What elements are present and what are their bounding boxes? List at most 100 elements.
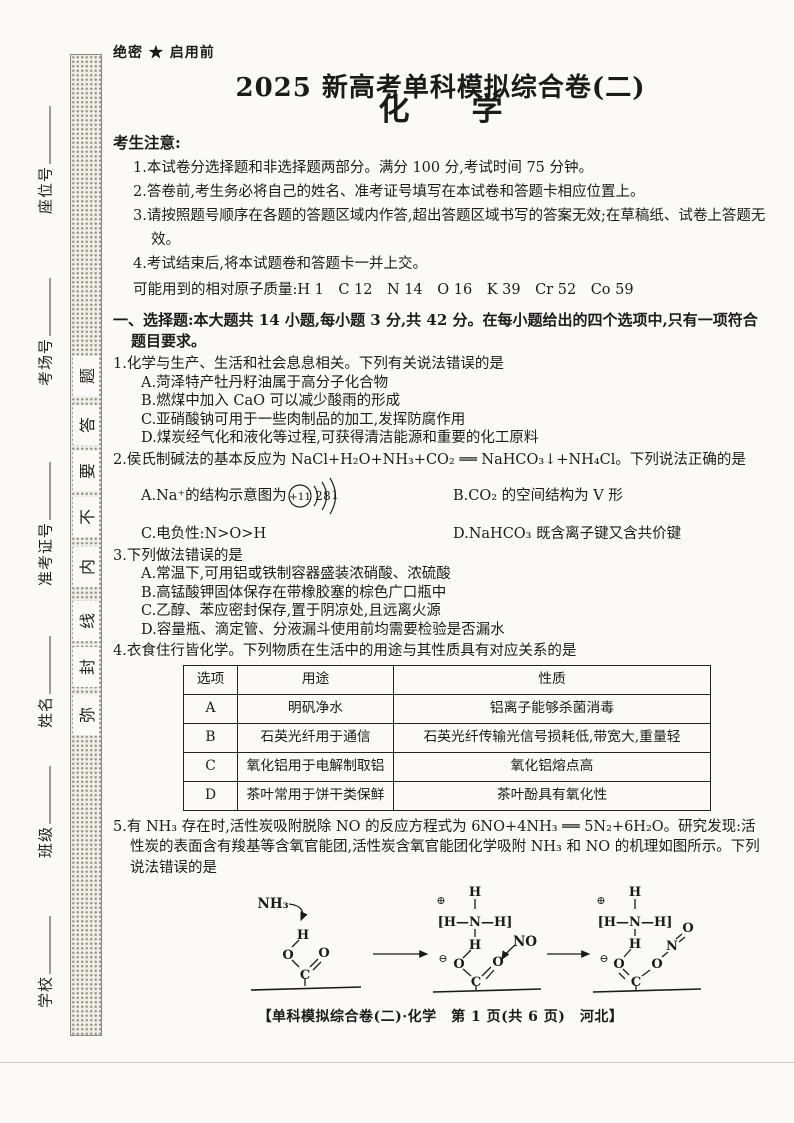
subject-title: 化 学 [378, 92, 503, 128]
svg-text:C: C [631, 975, 641, 990]
atomic-masses-line: 可能用到的相对原子质量:H 1 C 12 N 14 O 16 K 39 Cr 5… [133, 282, 634, 298]
q1-option-b: B.燃煤中加入 CaO 可以减少酸雨的形成 [141, 393, 401, 409]
svg-text:C: C [471, 975, 481, 990]
structure-carboxyl [250, 903, 362, 991]
blank-line [44, 635, 51, 694]
col-header-option: 选项 [183, 664, 238, 695]
structure-ammonium-adsorbed [432, 899, 542, 993]
blank-line [44, 765, 51, 824]
svg-text:N: N [666, 939, 678, 954]
table-header-row: 选项 用途 性质 [183, 664, 711, 695]
notice-item: 1.本试卷分选择题和非选择题两部分。满分 100 分,考试时间 75 分钟。 [133, 160, 594, 176]
seal-char: 弥 [73, 695, 99, 735]
svg-text:C: C [300, 968, 310, 983]
svg-text:O: O [453, 957, 464, 972]
svg-text:O: O [282, 948, 293, 963]
field-school: 学校 [35, 915, 56, 1009]
structure-no-bound [592, 899, 702, 993]
svg-text:H: H [297, 928, 309, 943]
table-row: D 茶叶常用于饼干类保鲜 茶叶酚具有氧化性 [183, 780, 711, 811]
field-seat-number: 座位号 [35, 105, 56, 215]
q1-option-a: A.菏泽特产牡丹籽油属于高分子化合物 [141, 374, 389, 391]
field-room-number: 考场号 [35, 277, 56, 387]
nucleus-charge: +11 [288, 491, 310, 503]
field-label: 座位号 [36, 165, 55, 215]
col-header-property: 性质 [393, 664, 711, 695]
q2-option-b: B.CO₂ 的空间结构为 V 形 [453, 487, 623, 504]
seal-char: 答 [73, 405, 99, 445]
shell-electrons: 2 [315, 489, 323, 503]
shell-electrons: 8 [323, 489, 331, 503]
seal-char: 内 [73, 547, 99, 587]
svg-text:O: O [682, 921, 693, 936]
paper-title: 2025 新高考单科模拟综合卷(二) [235, 72, 646, 103]
nh3-label: NH₃ [257, 896, 288, 912]
main-content: 绝密 ★ 启用前 2025 新高考单科模拟综合卷(二) 化 学 考生注意: 1.… [113, 44, 768, 1026]
q2-option-row-cd: C.电负性:N>O>H D.NaHCO₃ 既含离子键又含共价键 [141, 525, 768, 544]
question-5-stem: 5.有 NH₃ 存在时,活性炭吸附脱除 NO 的反应方程式为 6NO+4NH₃ … [113, 818, 760, 876]
question-3-stem: 3.下列做法错误的是 [113, 547, 243, 564]
plus-charge: ⊕ [596, 894, 605, 907]
notice-item: 4.考试结束后,将本试题卷和答题卡一并上交。 [133, 256, 427, 272]
q2-options: A.Na⁺的结构示意图为 +11 2 8 1 B.CO₂ 的空间结构为 V 形 [113, 469, 768, 544]
field-class: 班级 [35, 765, 56, 859]
notice-item: 2.答卷前,考生务必将自己的姓名、准考证号填写在本试卷和答题卡相应位置上。 [133, 184, 645, 200]
security-classification: 绝密 ★ 启用前 [113, 45, 215, 61]
field-label: 准考证号 [36, 521, 55, 587]
q2-option-a: A.Na⁺的结构示意图为 +11 2 8 1 [141, 469, 453, 523]
table-row: A 明矾净水 铝离子能够杀菌消毒 [183, 693, 711, 724]
q3-option-a: A.常温下,可用铝或铁制容器盛装浓硝酸、浓硫酸 [141, 566, 451, 582]
notice-heading: 考生注意: [113, 132, 181, 152]
plus-charge: ⊕ [436, 894, 445, 907]
svg-text:H: H [629, 885, 641, 900]
bottom-rule [0, 1062, 794, 1063]
field-admission-ticket-number: 准考证号 [35, 461, 56, 587]
notice-item: 3.请按照题号顺序在各题的答题区域内作答,超出答题区域书写的答案无效;在草稿纸、… [133, 208, 766, 248]
field-name: 姓名 [35, 635, 56, 728]
minus-charge: ⊖ [599, 952, 608, 965]
blank-line [44, 277, 51, 336]
seal-char: 不 [73, 497, 99, 537]
col-header-use: 用途 [237, 664, 394, 695]
table-row: C 氧化铝用于电解制取铝 氧化铝熔点高 [183, 751, 711, 782]
ammonium-group: [H—N—H] [438, 915, 513, 930]
minus-charge: ⊖ [438, 952, 447, 965]
seal-char: 题 [73, 356, 99, 396]
seal-char: 线 [73, 601, 99, 641]
q2-option-c: C.电负性:N>O>H [141, 526, 267, 542]
blank-line [44, 105, 51, 164]
q3-option-d: D.容量瓶、滴定管、分液漏斗使用前均需要检验是否漏水 [141, 621, 505, 638]
q1-option-c: C.亚硝酸钠可用于一些肉制品的加工,发挥防腐作用 [141, 411, 466, 428]
q3-option-b: B.高锰酸钾固体保存在带橡胶塞的棕色广口瓶中 [141, 584, 447, 601]
field-label: 考场号 [36, 337, 55, 387]
q5-mechanism-diagram: NH₃ H O O C ⊕ H [235, 882, 768, 1002]
q2-option-row-ab: A.Na⁺的结构示意图为 +11 2 8 1 B.CO₂ 的空间结构为 V 形 [141, 469, 768, 523]
question-4-stem: 4.衣食住行皆化学。下列物质在生活中的用途与其性质具有对应关系的是 [113, 643, 577, 659]
svg-text:O: O [613, 957, 624, 972]
svg-text:H: H [629, 937, 641, 952]
blank-line [44, 461, 51, 520]
svg-text:H: H [469, 938, 481, 953]
shell-electrons: 1 [331, 488, 339, 502]
question-1-stem: 1.化学与生产、生活和社会息息相关。下列有关说法错误的是 [113, 356, 504, 372]
page-footer: 【单科模拟综合卷(二)·化学 第 1 页(共 6 页) 河北】 [257, 1008, 624, 1025]
seal-char: 封 [73, 647, 99, 687]
svg-text:O: O [651, 957, 662, 972]
ammonium-group: [H—N—H] [598, 915, 673, 930]
no-label: NO [513, 934, 537, 950]
field-label: 学校 [36, 975, 55, 1009]
q1-option-d: D.煤炭经气化和液化等过程,可获得清洁能源和重要的化工原料 [141, 430, 539, 446]
q4-table: 选项 用途 性质 A 明矾净水 铝离子能够杀菌消毒 B 石英光纤用于通信 石英光… [183, 664, 711, 811]
section-heading: 一、选择题:本大题共 14 小题,每小题 3 分,共 42 分。在每小题给出的四… [113, 311, 758, 350]
notice-list: 1.本试卷分选择题和非选择题两部分。满分 100 分,考试时间 75 分钟。 2… [113, 156, 768, 276]
q3-option-c: C.乙醇、苯应密封保存,置于阴凉处,且远离火源 [141, 603, 441, 619]
table-row: B 石英光纤用于通信 石英光纤传输光信号损耗低,带宽大,重量轻 [183, 722, 711, 753]
atomic-structure-diagram: +11 2 8 1 [287, 477, 339, 515]
svg-text:H: H [469, 885, 481, 900]
blank-line [44, 915, 51, 974]
svg-text:O: O [318, 946, 329, 961]
seal-line-strip: 题 答 要 不 内 线 封 弥 [70, 54, 102, 1036]
seal-char: 要 [73, 451, 99, 491]
field-label: 班级 [36, 825, 55, 859]
